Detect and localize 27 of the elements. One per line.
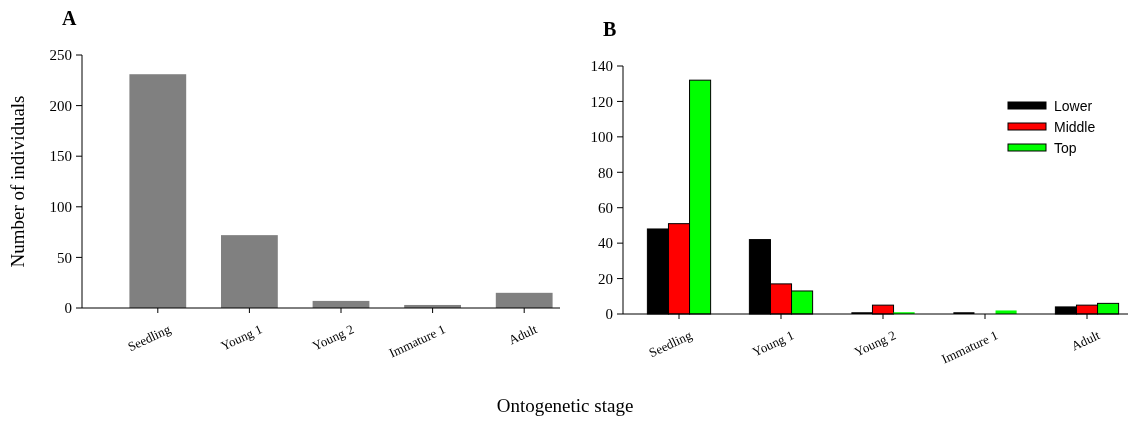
y-tick-label: 60 — [598, 199, 613, 216]
legend-label: Lower — [1054, 97, 1093, 114]
y-tick-label: 200 — [49, 97, 72, 114]
chart-title: A — [62, 7, 77, 29]
y-tick-label: 100 — [590, 129, 613, 146]
y-axis-title: Number of individuals — [7, 95, 28, 268]
y-tick-label: 140 — [590, 58, 613, 75]
x-tick-label: Adult — [1068, 327, 1103, 354]
y-tick-label: 250 — [49, 47, 72, 64]
chart-title: B — [603, 18, 617, 40]
y-tick-label: 0 — [605, 306, 613, 323]
y-tick-label: 40 — [598, 235, 613, 252]
y-tick-label: 80 — [598, 164, 613, 181]
x-tick-label: Young 2 — [852, 327, 899, 360]
x-tick-label: Young 2 — [310, 321, 357, 354]
x-tick-label: Young 1 — [750, 327, 797, 360]
x-axis-title: Ontogenetic stage — [496, 395, 634, 416]
legend-label: Top — [1054, 139, 1077, 156]
y-tick-label: 50 — [57, 249, 72, 266]
y-tick-label: 150 — [49, 148, 72, 165]
y-tick-label: 120 — [590, 93, 613, 110]
y-tick-label: 0 — [64, 300, 72, 317]
x-tick-label: Young 1 — [218, 321, 265, 354]
x-tick-label: Adult — [506, 321, 540, 348]
y-tick-label: 20 — [598, 270, 613, 287]
y-tick-label: 100 — [49, 199, 72, 216]
legend-label: Middle — [1054, 118, 1096, 135]
